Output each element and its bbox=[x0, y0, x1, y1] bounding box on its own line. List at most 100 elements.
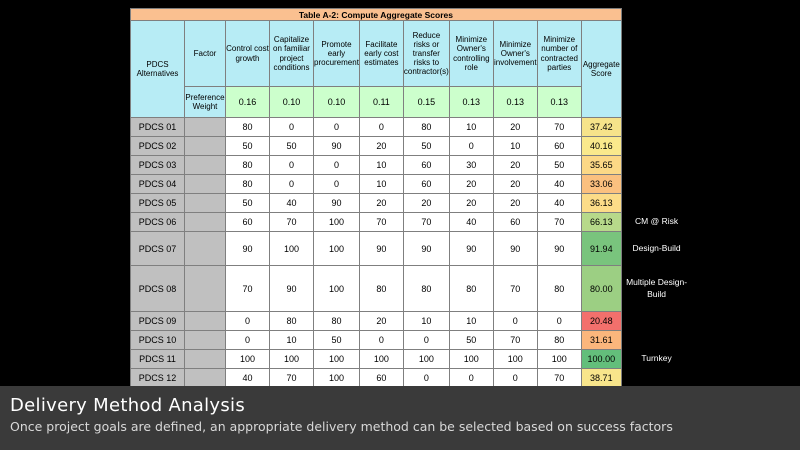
aggregate-score-cell: 38.71 bbox=[580, 368, 622, 388]
score-cell: 90 bbox=[225, 231, 270, 266]
score-cell: 70 bbox=[536, 212, 582, 232]
score-cell: 0 bbox=[492, 311, 538, 331]
score-cell: 40 bbox=[448, 212, 494, 232]
factor-cell bbox=[184, 368, 226, 388]
table-row: PDCS 10 0 10 50 0 0 50 70 80 31.61 bbox=[130, 330, 692, 350]
score-cell: 70 bbox=[269, 368, 314, 388]
factor-cell bbox=[184, 117, 226, 137]
score-cell: 100 bbox=[313, 231, 360, 266]
header-criterion-7: Minimize Owner's involvement bbox=[492, 20, 538, 87]
score-cell: 100 bbox=[313, 368, 360, 388]
score-cell: 80 bbox=[225, 117, 270, 137]
table-row: PDCS 04 80 0 0 10 60 20 20 40 33.06 bbox=[130, 174, 692, 194]
weight-7: 0.13 bbox=[492, 86, 538, 118]
score-cell: 80 bbox=[402, 265, 450, 312]
delivery-method-label: Design-Build bbox=[621, 231, 692, 266]
score-cell: 10 bbox=[492, 136, 538, 156]
score-cell: 0 bbox=[225, 330, 270, 350]
weight-3: 0.10 bbox=[313, 86, 360, 118]
score-cell: 10 bbox=[358, 155, 404, 175]
factor-cell bbox=[184, 265, 226, 312]
score-cell: 80 bbox=[448, 265, 494, 312]
score-cell: 60 bbox=[358, 368, 404, 388]
score-cell: 20 bbox=[492, 174, 538, 194]
score-cell: 50 bbox=[313, 330, 360, 350]
score-cell: 0 bbox=[269, 155, 314, 175]
score-cell: 60 bbox=[536, 136, 582, 156]
score-cell: 80 bbox=[225, 174, 270, 194]
table-row: PDCS 07 90 100 100 90 90 90 90 90 91.94 Design-Bui… bbox=[130, 231, 692, 266]
delivery-method-label: CM @ Risk bbox=[621, 212, 692, 232]
score-cell: 90 bbox=[492, 231, 538, 266]
aggregate-score-cell: 37.42 bbox=[580, 117, 622, 137]
aggregate-score-cell: 31.61 bbox=[580, 330, 622, 350]
table-row: PDCS 09 0 80 80 20 10 10 0 0 20.48 bbox=[130, 311, 692, 331]
score-cell: 20 bbox=[448, 174, 494, 194]
aggregate-scores-table: Table A-2: Compute Aggregate Scores PDCS… bbox=[130, 8, 692, 388]
score-cell: 80 bbox=[536, 330, 582, 350]
delivery-method-label: Multiple Design-Build bbox=[621, 265, 692, 312]
score-cell: 10 bbox=[448, 117, 494, 137]
score-cell: 90 bbox=[358, 231, 404, 266]
header-alternatives: PDCS Alternatives bbox=[130, 20, 185, 118]
score-cell: 80 bbox=[536, 265, 582, 312]
score-cell: 0 bbox=[313, 155, 360, 175]
score-cell: 80 bbox=[313, 311, 360, 331]
score-cell: 60 bbox=[225, 212, 270, 232]
score-cell: 70 bbox=[225, 265, 270, 312]
header-criterion-5: Reduce risks or transfer risks to contra… bbox=[402, 20, 450, 87]
weight-2: 0.10 bbox=[269, 86, 314, 118]
score-cell: 100 bbox=[402, 349, 450, 369]
score-cell: 90 bbox=[313, 193, 360, 213]
delivery-method-label bbox=[621, 155, 692, 175]
weight-1: 0.16 bbox=[225, 86, 270, 118]
preference-weight-label: Preference Weight bbox=[184, 86, 226, 118]
score-cell: 0 bbox=[448, 368, 494, 388]
aggregate-score-cell: 33.06 bbox=[580, 174, 622, 194]
score-cell: 30 bbox=[448, 155, 494, 175]
score-cell: 50 bbox=[225, 136, 270, 156]
delivery-method-label bbox=[621, 330, 692, 350]
delivery-method-label bbox=[621, 117, 692, 137]
weight-8: 0.13 bbox=[536, 86, 582, 118]
score-cell: 100 bbox=[448, 349, 494, 369]
score-cell: 90 bbox=[448, 231, 494, 266]
score-cell: 0 bbox=[269, 117, 314, 137]
score-cell: 0 bbox=[448, 136, 494, 156]
score-cell: 100 bbox=[313, 265, 360, 312]
score-cell: 100 bbox=[225, 349, 270, 369]
table-row: PDCS 03 80 0 0 10 60 30 20 50 35.65 bbox=[130, 155, 692, 175]
table-row: PDCS 02 50 50 90 20 50 0 10 60 40.16 bbox=[130, 136, 692, 156]
score-cell: 0 bbox=[536, 311, 582, 331]
alternative-name: PDCS 12 bbox=[130, 368, 185, 388]
score-cell: 50 bbox=[448, 330, 494, 350]
score-cell: 20 bbox=[448, 193, 494, 213]
score-cell: 20 bbox=[492, 193, 538, 213]
score-cell: 100 bbox=[536, 349, 582, 369]
aggregate-score-cell: 35.65 bbox=[580, 155, 622, 175]
score-cell: 0 bbox=[402, 368, 450, 388]
score-cell: 50 bbox=[225, 193, 270, 213]
score-cell: 60 bbox=[402, 174, 450, 194]
factor-cell bbox=[184, 155, 226, 175]
aggregate-score-cell: 100.00 bbox=[580, 349, 622, 369]
score-cell: 100 bbox=[269, 349, 314, 369]
footer-subtitle: Once project goals are defined, an appro… bbox=[10, 419, 673, 434]
aggregate-score-cell: 80.00 bbox=[580, 265, 622, 312]
table-row: PDCS 11 100 100 100 100 100 100 100 100 100.00 Tur… bbox=[130, 349, 692, 369]
score-cell: 40 bbox=[536, 193, 582, 213]
score-cell: 50 bbox=[402, 136, 450, 156]
factor-cell bbox=[184, 349, 226, 369]
header-factor: Factor bbox=[184, 20, 226, 87]
table-row: PDCS 05 50 40 90 20 20 20 20 40 36.13 bbox=[130, 193, 692, 213]
score-cell: 100 bbox=[313, 349, 360, 369]
score-cell: 10 bbox=[448, 311, 494, 331]
score-cell: 0 bbox=[313, 117, 360, 137]
header-criterion-8: Minimize number of contracted parties bbox=[536, 20, 582, 87]
score-cell: 80 bbox=[402, 117, 450, 137]
score-cell: 70 bbox=[358, 212, 404, 232]
delivery-method-label bbox=[621, 368, 692, 388]
delivery-method-label: Turnkey bbox=[621, 349, 692, 369]
score-cell: 0 bbox=[269, 174, 314, 194]
score-cell: 70 bbox=[492, 265, 538, 312]
